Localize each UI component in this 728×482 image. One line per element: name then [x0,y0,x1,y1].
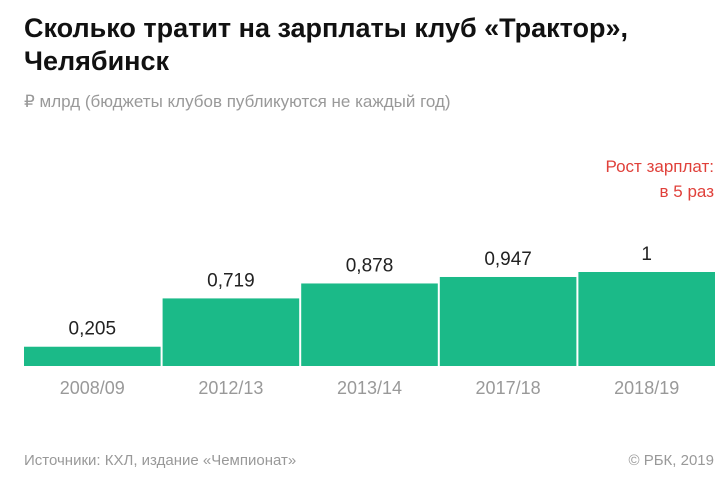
chart-subtitle: ₽ млрд (бюджеты клубов публикуются не ка… [24,92,451,111]
x-tick-label: 2018/19 [614,378,679,398]
value-label: 0,719 [207,270,255,291]
chart-title: Сколько тратит на зарплаты клуб «Трактор… [24,13,629,76]
bar-2018/19 [578,272,715,366]
x-tick-label: 2013/14 [337,378,402,398]
bar-2017/18 [439,276,577,366]
bar-2012/13 [162,298,300,366]
x-tick-label: 2017/18 [476,378,541,398]
annotation-line-1: Рост зарплат: [605,157,714,176]
value-label: 0,878 [346,255,394,276]
value-label: 1 [641,244,652,265]
annotation-line-2: в 5 раз [659,182,714,201]
source-note: Источники: КХЛ, издание «Чемпионат» [24,452,297,469]
value-label: 0,205 [69,319,117,340]
bar-2008/09 [24,346,161,366]
copyright: © РБК, 2019 [628,452,714,469]
growth-annotation: Рост зарплат: в 5 раз [606,154,714,204]
x-tick-label: 2012/13 [198,378,263,398]
bar-2013/14 [301,283,438,366]
x-tick-label: 2008/09 [60,378,125,398]
value-label: 0,947 [484,249,532,270]
